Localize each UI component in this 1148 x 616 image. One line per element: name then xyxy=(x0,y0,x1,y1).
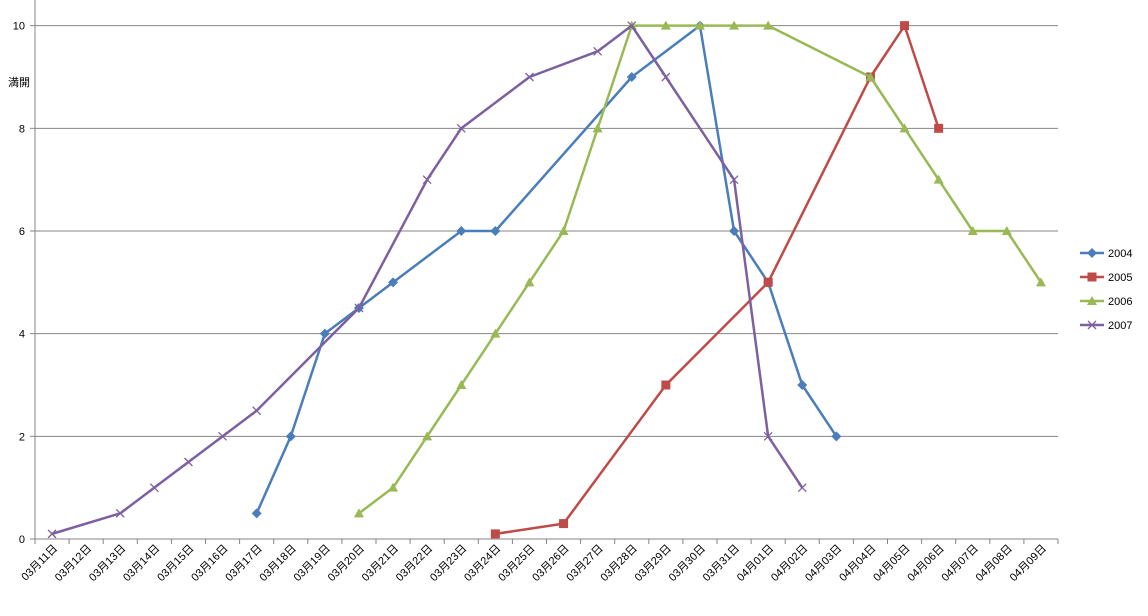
marker xyxy=(1035,277,1046,287)
marker xyxy=(115,508,125,518)
marker xyxy=(1087,320,1097,330)
marker xyxy=(763,277,773,287)
marker xyxy=(627,21,637,31)
marker xyxy=(593,46,603,56)
marker xyxy=(456,226,467,236)
marker xyxy=(490,328,501,338)
marker xyxy=(559,519,569,529)
marker xyxy=(694,20,705,30)
y-tick-label: 2 xyxy=(19,431,25,443)
marker xyxy=(524,277,535,287)
y-tick-label: 8 xyxy=(19,123,25,135)
marker xyxy=(1087,272,1097,282)
marker xyxy=(490,226,501,236)
series-line xyxy=(51,24,804,536)
marker xyxy=(899,123,910,133)
series-markers xyxy=(490,21,944,539)
marker xyxy=(1087,248,1097,258)
marker xyxy=(353,508,364,518)
series-markers xyxy=(251,20,842,519)
y-tick-label: 6 xyxy=(19,226,25,238)
marker xyxy=(319,328,330,339)
marker xyxy=(524,72,534,82)
marker xyxy=(934,123,944,133)
marker xyxy=(285,431,296,442)
marker xyxy=(763,20,774,30)
series-markers xyxy=(353,20,1046,518)
marker xyxy=(729,20,740,30)
marker xyxy=(558,226,569,235)
series-line xyxy=(255,24,838,514)
marker xyxy=(490,529,500,539)
marker xyxy=(1087,296,1097,305)
marker xyxy=(660,20,671,30)
marker xyxy=(967,226,978,235)
marker xyxy=(763,431,773,441)
marker xyxy=(422,431,433,441)
marker xyxy=(149,483,159,493)
marker xyxy=(354,303,364,313)
marker xyxy=(626,72,637,82)
annotation: 満開 xyxy=(8,76,30,89)
y-tick-label: 0 xyxy=(19,534,25,546)
marker xyxy=(729,175,739,185)
marker xyxy=(183,457,193,467)
marker xyxy=(1001,226,1012,235)
y-tick-label: 4 xyxy=(19,329,25,341)
marker xyxy=(797,483,807,493)
series-line xyxy=(495,24,940,536)
marker xyxy=(388,277,399,288)
marker xyxy=(252,406,262,416)
marker xyxy=(661,72,671,82)
marker xyxy=(456,123,466,133)
marker xyxy=(865,72,876,81)
legend-label: 2007 xyxy=(1108,320,1132,332)
marker xyxy=(831,431,842,442)
marker xyxy=(388,482,399,492)
legend-label: 2005 xyxy=(1108,272,1132,284)
legend-label: 2004 xyxy=(1108,248,1132,260)
legend-label: 2006 xyxy=(1108,296,1132,308)
y-tick-label: 10 xyxy=(13,21,25,33)
marker xyxy=(797,380,808,390)
series-markers xyxy=(47,21,807,539)
marker xyxy=(251,508,262,519)
marker xyxy=(729,226,740,236)
series-line xyxy=(358,24,1042,515)
marker xyxy=(933,174,944,184)
marker xyxy=(47,529,57,539)
marker xyxy=(456,380,467,389)
marker xyxy=(218,431,228,441)
marker xyxy=(900,21,910,31)
marker xyxy=(592,123,603,133)
marker xyxy=(422,175,432,185)
x-tick-label: 04月09日 xyxy=(1008,543,1049,584)
marker xyxy=(661,380,671,390)
